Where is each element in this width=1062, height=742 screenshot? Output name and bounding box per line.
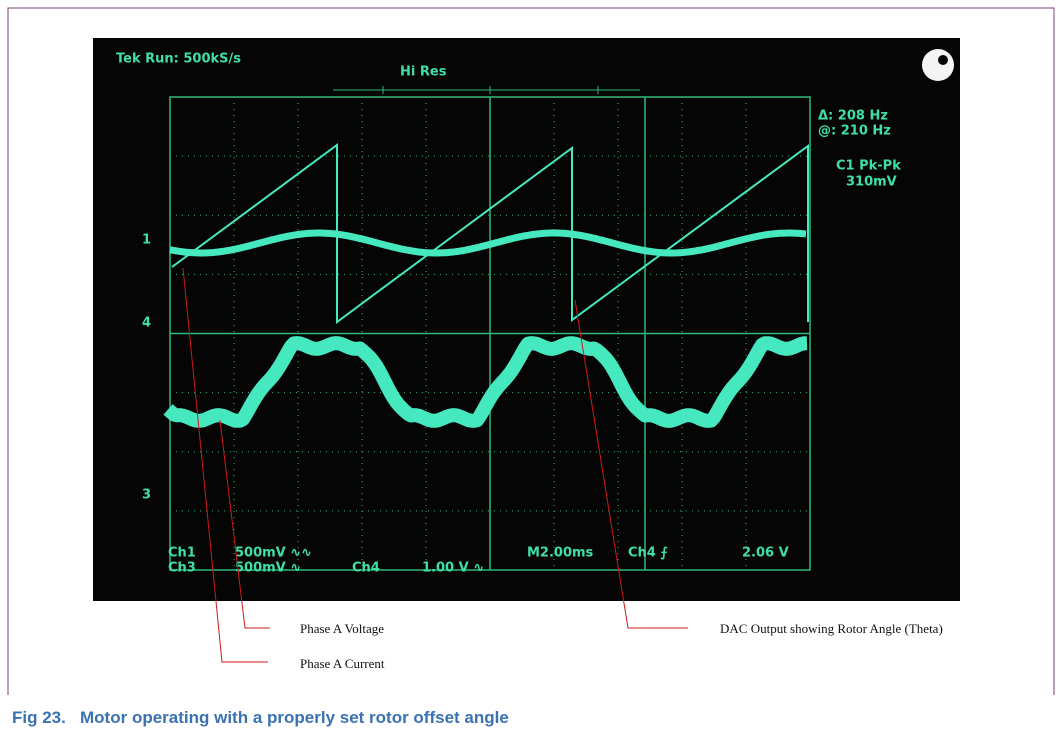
footer-label: Ch3 bbox=[168, 561, 196, 576]
delta-freq: Δ: 208 Hz bbox=[818, 109, 888, 124]
measure-value: 310mV bbox=[846, 175, 897, 190]
footer-label: M2.00ms bbox=[527, 546, 594, 561]
channel-marker: 1 bbox=[142, 233, 151, 248]
channel-marker: 3 bbox=[142, 488, 151, 503]
footer-label: Ch4 bbox=[352, 561, 380, 576]
annotation: Phase A Voltage bbox=[300, 620, 384, 637]
at-freq: @: 210 Hz bbox=[818, 124, 891, 139]
footer-label: Ch4 ⨍ bbox=[628, 546, 668, 561]
footer-label: 1.00 V ∿ bbox=[422, 561, 484, 576]
footer-label: Ch1 bbox=[168, 546, 196, 561]
measure-name: C1 Pk-Pk bbox=[836, 159, 901, 174]
annotation: Phase A Current bbox=[300, 655, 385, 672]
scope-mode: Hi Res bbox=[400, 65, 447, 80]
channel-marker: 4 bbox=[142, 316, 151, 331]
footer-label: 500mV ∿∿ bbox=[235, 546, 312, 561]
figure-caption: Fig 23. Motor operating with a properly … bbox=[12, 708, 509, 728]
page: Tek Run: 500kS/s Hi Res Δ: 208 Hz @: 210… bbox=[0, 0, 1062, 742]
footer-label: 500mV ∿ bbox=[235, 561, 301, 576]
scope-icon bbox=[922, 49, 954, 81]
footer-label: 2.06 V bbox=[742, 546, 789, 561]
annotation: DAC Output showing Rotor Angle (Theta) bbox=[720, 620, 960, 637]
scope-icon-dot bbox=[938, 55, 948, 65]
scope-header: Tek Run: 500kS/s bbox=[116, 52, 241, 67]
